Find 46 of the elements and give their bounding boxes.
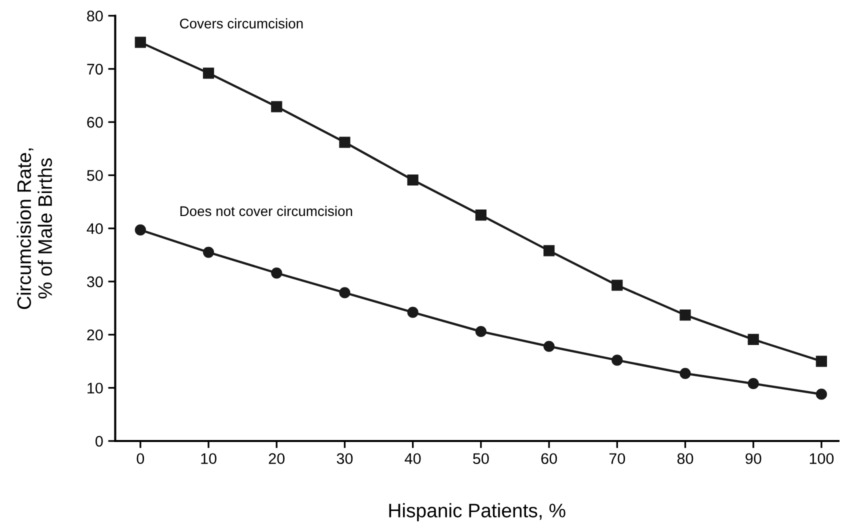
point <box>475 326 486 338</box>
y-tick-label: 80 <box>87 10 103 22</box>
x-tick-label: 50 <box>473 453 489 464</box>
x-tick-label: 90 <box>746 453 762 464</box>
x-tick-label: 10 <box>201 453 216 464</box>
x-tick-label: 100 <box>810 453 834 464</box>
y-tick-label: 10 <box>88 382 103 394</box>
y-tick-label: 30 <box>87 276 103 288</box>
point <box>134 36 146 48</box>
x-tick-label: 40 <box>404 453 421 464</box>
point <box>271 101 282 112</box>
series-label: Does not cover circumcision <box>180 206 352 216</box>
point <box>202 246 214 258</box>
point <box>748 334 759 346</box>
point <box>748 378 759 390</box>
point <box>612 280 623 291</box>
y-tick-label: 20 <box>87 330 103 340</box>
point <box>612 354 623 366</box>
y-tick-label: 40 <box>86 223 103 234</box>
y-tick-label: 50 <box>87 170 103 181</box>
point <box>543 245 555 256</box>
point <box>475 210 486 221</box>
point <box>202 68 214 79</box>
y-axis-title: Circumcision Rate, % of Male Births <box>16 148 52 309</box>
x-tick-label: 70 <box>609 453 626 464</box>
point <box>543 340 555 352</box>
y-tick-label: 0 <box>96 436 103 447</box>
point <box>339 136 350 148</box>
point <box>134 224 146 236</box>
x-tick-label: 20 <box>268 453 285 464</box>
point <box>339 287 350 298</box>
x-axis-title: Hispanic Patients, % <box>389 503 566 522</box>
point <box>680 368 691 380</box>
x-tick-label: 80 <box>677 453 694 464</box>
point <box>407 306 418 318</box>
point <box>680 309 691 321</box>
point <box>816 388 828 400</box>
x-tick-label: 60 <box>541 453 557 464</box>
y-tick-label: 70 <box>87 64 103 75</box>
y-tick-label: 60 <box>87 116 103 128</box>
x-tick-label: 30 <box>336 453 353 464</box>
point <box>271 267 282 279</box>
point <box>816 356 828 367</box>
text: Covers circumcision <box>180 18 303 28</box>
point <box>407 174 418 186</box>
x-tick-label: 0 <box>136 453 144 464</box>
